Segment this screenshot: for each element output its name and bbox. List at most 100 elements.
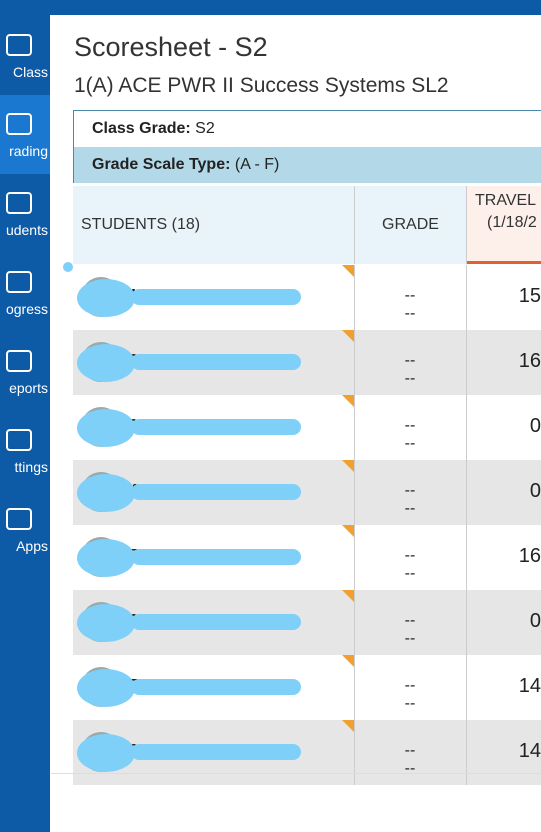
student-cell[interactable]: 6. xyxy=(73,590,355,655)
nav-item[interactable]: eports xyxy=(0,332,50,411)
nav-item[interactable]: udents xyxy=(0,174,50,253)
grade-header[interactable]: GRADE xyxy=(355,186,467,264)
student-cell[interactable]: 8. xyxy=(73,720,355,785)
nav-label: eports xyxy=(9,380,48,396)
score-cell[interactable]: 16 xyxy=(467,330,541,395)
grade-line: -- xyxy=(404,612,416,629)
label: Class Grade: xyxy=(92,120,191,137)
score-cell[interactable]: 15 xyxy=(467,265,541,330)
score-cell[interactable]: 0 xyxy=(467,590,541,655)
nav-icon xyxy=(6,113,32,135)
redaction xyxy=(131,354,301,370)
redaction xyxy=(131,679,301,695)
score-cell[interactable]: 0 xyxy=(467,460,541,525)
redaction xyxy=(131,419,301,435)
nav-icon xyxy=(6,271,32,293)
table-row: 6.----0 xyxy=(73,590,541,655)
grade-line: -- xyxy=(404,500,416,517)
value: (A - F) xyxy=(234,156,280,173)
flag xyxy=(342,265,354,277)
grade-cell: -- -- xyxy=(355,525,467,590)
score: 14 xyxy=(518,675,541,697)
redaction xyxy=(77,279,135,317)
score-cell[interactable]: 16 xyxy=(467,525,541,590)
student-cell[interactable]: 1. xyxy=(73,265,355,330)
score: 16 xyxy=(518,350,541,372)
nav-item[interactable]: rading xyxy=(0,95,50,174)
table-row: 2.---- 16 xyxy=(73,330,541,395)
table-row: 3.----0 xyxy=(73,395,541,460)
table-row: 1.---- 15 xyxy=(73,265,541,330)
grade-cell: -- -- xyxy=(355,265,467,330)
nav-label: ttings xyxy=(14,459,48,475)
redaction xyxy=(77,409,135,447)
grade-line: -- xyxy=(404,630,416,647)
assignment-date: (1/18/2 xyxy=(487,214,537,231)
score: 0 xyxy=(529,415,541,437)
table-row: 4. ---- 0 xyxy=(73,460,541,525)
assignment-header[interactable]: TRAVEL (1/18/2 xyxy=(467,186,541,264)
score: 15 xyxy=(518,285,541,307)
table-row: 7.----14 xyxy=(73,655,541,720)
score: 14 xyxy=(518,740,541,762)
nav-label: udents xyxy=(5,222,48,238)
student-cell[interactable]: 7. xyxy=(73,655,355,720)
students-header[interactable]: STUDENTS (18) xyxy=(73,186,355,264)
page-title: Scoresheet - S2 xyxy=(74,32,268,62)
score-cell[interactable]: 0 xyxy=(467,395,541,460)
assignment-name: TRAVEL xyxy=(475,192,537,209)
redaction xyxy=(77,604,135,642)
flag xyxy=(342,590,354,602)
redaction xyxy=(77,734,135,772)
redaction xyxy=(77,669,135,707)
grade-cell: -- -- xyxy=(355,720,467,785)
redaction xyxy=(77,474,135,512)
flag xyxy=(342,330,354,342)
nav-item[interactable]: Apps xyxy=(0,490,50,569)
redaction xyxy=(131,289,301,305)
grade-line: -- xyxy=(404,677,416,694)
redaction xyxy=(77,539,135,577)
flag xyxy=(342,395,354,407)
class-grade-row: Class Grade: S2 xyxy=(74,111,541,147)
score: 0 xyxy=(529,480,541,502)
grade-cell: -- -- xyxy=(355,590,467,655)
score-cell[interactable]: 14 xyxy=(467,720,541,785)
redaction xyxy=(131,614,301,630)
nav-label: Class xyxy=(12,64,48,80)
redaction xyxy=(131,744,301,760)
grade-line: -- xyxy=(404,482,416,499)
flag xyxy=(342,655,354,667)
nav-icon xyxy=(6,192,32,214)
divider xyxy=(51,773,541,774)
nav-label: ogress xyxy=(5,301,48,317)
nav-item[interactable]: ttings xyxy=(0,411,50,490)
score-cell[interactable]: 14 xyxy=(467,655,541,720)
redaction xyxy=(77,344,135,382)
sidebar: Class rading udents ogress eports ttings Apps xyxy=(0,15,50,832)
grade-line: -- xyxy=(404,760,416,777)
info-box: Class Grade: S2 Grade Scale Type: (A - F… xyxy=(73,110,541,183)
grade-cell: -- -- xyxy=(355,330,467,395)
student-cell[interactable]: 3. xyxy=(73,395,355,460)
grade-line: -- xyxy=(404,352,416,369)
table-row: 5.---- 16 xyxy=(73,525,541,590)
redaction xyxy=(131,484,301,500)
student-cell[interactable]: 4. xyxy=(73,460,355,525)
student-cell[interactable]: 5. xyxy=(73,525,355,590)
nav-label: rading xyxy=(9,143,48,159)
top-bar xyxy=(0,0,541,15)
scale-row: Grade Scale Type: (A - F) xyxy=(74,147,541,183)
value: S2 xyxy=(195,120,215,137)
score: 0 xyxy=(529,610,541,632)
grade-line: -- xyxy=(404,435,416,452)
table-row: 8.---- 14 xyxy=(73,720,541,785)
nav-icon xyxy=(6,508,32,530)
nav-item[interactable]: Class xyxy=(0,16,50,95)
nav-icon xyxy=(6,34,32,56)
nav-label: Apps xyxy=(16,538,48,554)
nav-item[interactable]: ogress xyxy=(0,253,50,332)
score: 16 xyxy=(518,545,541,567)
student-cell[interactable]: 2. xyxy=(73,330,355,395)
